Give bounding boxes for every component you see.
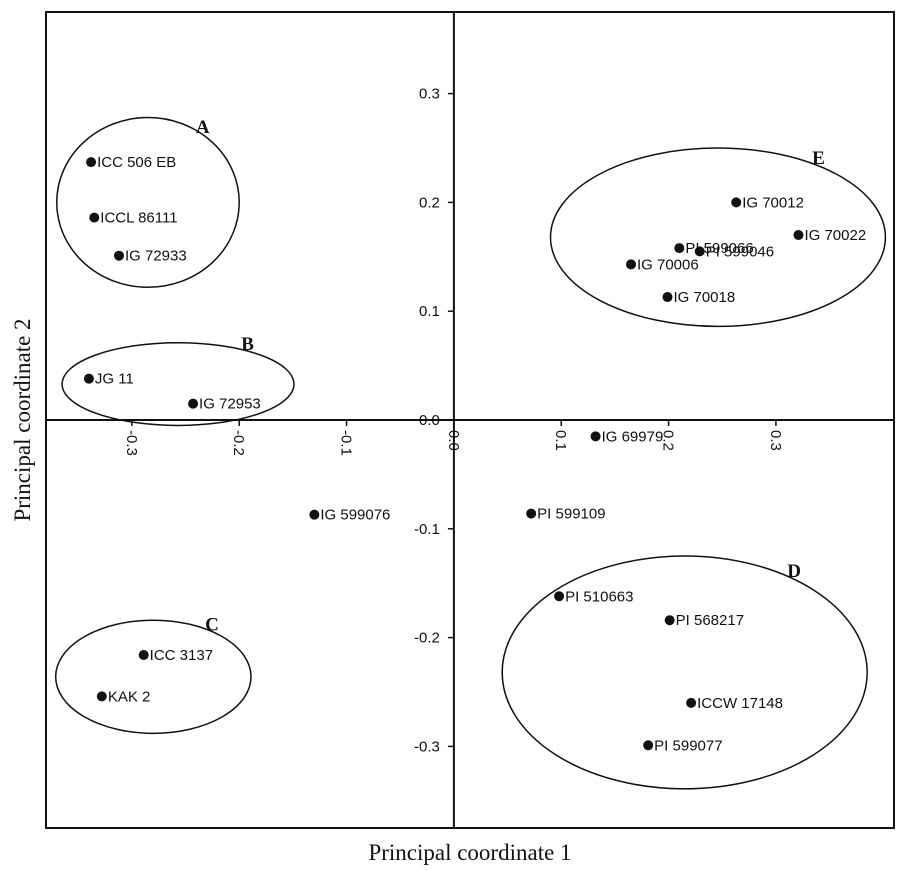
- data-point-label: KAK 2: [108, 688, 151, 705]
- x-tick-label: 0.2: [660, 430, 677, 451]
- data-point-label: ICCW 17148: [697, 695, 783, 712]
- data-point: [694, 246, 705, 257]
- data-point: [674, 243, 685, 254]
- data-point-label: IG 70012: [742, 194, 804, 211]
- y-tick-label: 0.3: [419, 86, 440, 103]
- data-point-label: IG 70006: [637, 256, 699, 273]
- data-point-label: IG 70018: [674, 289, 736, 306]
- data-point: [731, 197, 742, 208]
- data-point-label: PI 510663: [565, 588, 633, 605]
- data-point: [664, 615, 675, 626]
- x-axis-ticks: -0.3 -0.2 -0.1 0.0 0.1 0.2 0.3: [123, 420, 784, 456]
- x-tick-label: 0.1: [552, 430, 569, 451]
- data-point-label: IG 599076: [320, 507, 390, 524]
- x-tick-label: -0.2: [230, 430, 247, 456]
- y-tick-label: -0.1: [414, 521, 440, 538]
- data-point-label: JG 11: [95, 371, 134, 388]
- data-point: [86, 157, 97, 168]
- y-tick-label: -0.3: [414, 738, 440, 755]
- data-point: [554, 591, 565, 602]
- data-point-label: ICC 3137: [150, 647, 213, 664]
- y-tick-label: -0.2: [414, 630, 440, 647]
- cluster-ellipse: [61, 342, 295, 427]
- data-point-label: ICCL 86111: [100, 210, 177, 227]
- x-tick-label: -0.3: [123, 430, 140, 456]
- data-point-label: IG 72953: [199, 396, 261, 413]
- cluster-ellipse: [501, 555, 868, 790]
- data-point: [96, 691, 107, 702]
- y-tick-label: 0.1: [419, 303, 440, 320]
- data-point-label: IG 70022: [804, 227, 866, 244]
- data-point: [662, 292, 673, 303]
- data-point-label: PI 568217: [676, 612, 744, 629]
- y-tick-label: 0.0: [419, 412, 440, 429]
- data-point-label: ICC 506 EB: [97, 154, 176, 171]
- data-point: [626, 259, 637, 270]
- cluster-label: E: [812, 148, 825, 169]
- data-point: [138, 650, 149, 661]
- y-tick-label: 0.2: [419, 194, 440, 211]
- data-point: [643, 740, 654, 751]
- cluster-ellipses: A B C D E: [54, 116, 887, 790]
- cluster-ellipse: [54, 619, 252, 735]
- cluster-ellipse: [55, 116, 240, 289]
- cluster-ellipse: [549, 147, 887, 328]
- data-point: [793, 230, 804, 241]
- data-point-label: PI 599046: [706, 243, 774, 260]
- data-point: [188, 398, 199, 409]
- data-points: ICC 506 EB ICCL 86111 IG 72933 JG 11 IG 7295…: [83, 154, 866, 754]
- data-point: [113, 250, 124, 261]
- cluster-label: A: [196, 117, 210, 138]
- y-axis-title: Principal coordinate 2: [10, 318, 35, 521]
- data-point: [686, 697, 697, 708]
- data-point-label: PI 599109: [537, 506, 605, 523]
- cluster-label: D: [787, 561, 801, 582]
- cluster-label: B: [241, 334, 254, 355]
- data-point: [309, 509, 320, 520]
- data-point: [526, 508, 537, 519]
- data-point-label: IG 72933: [125, 248, 187, 265]
- x-tick-label: 0.0: [445, 430, 462, 451]
- x-tick-label: 0.3: [767, 430, 784, 451]
- data-point: [83, 373, 94, 384]
- y-axis-ticks: 0.3 0.2 0.1 0.0 -0.1 -0.2 -0.3: [414, 86, 454, 755]
- x-tick-label: -0.1: [338, 430, 355, 456]
- data-point: [89, 212, 100, 223]
- data-point-label: IG 69979: [602, 428, 664, 445]
- x-axis-title: Principal coordinate 1: [368, 840, 571, 865]
- data-point-label: PI 599077: [654, 737, 722, 754]
- cluster-label: C: [205, 614, 219, 635]
- data-point: [590, 431, 601, 442]
